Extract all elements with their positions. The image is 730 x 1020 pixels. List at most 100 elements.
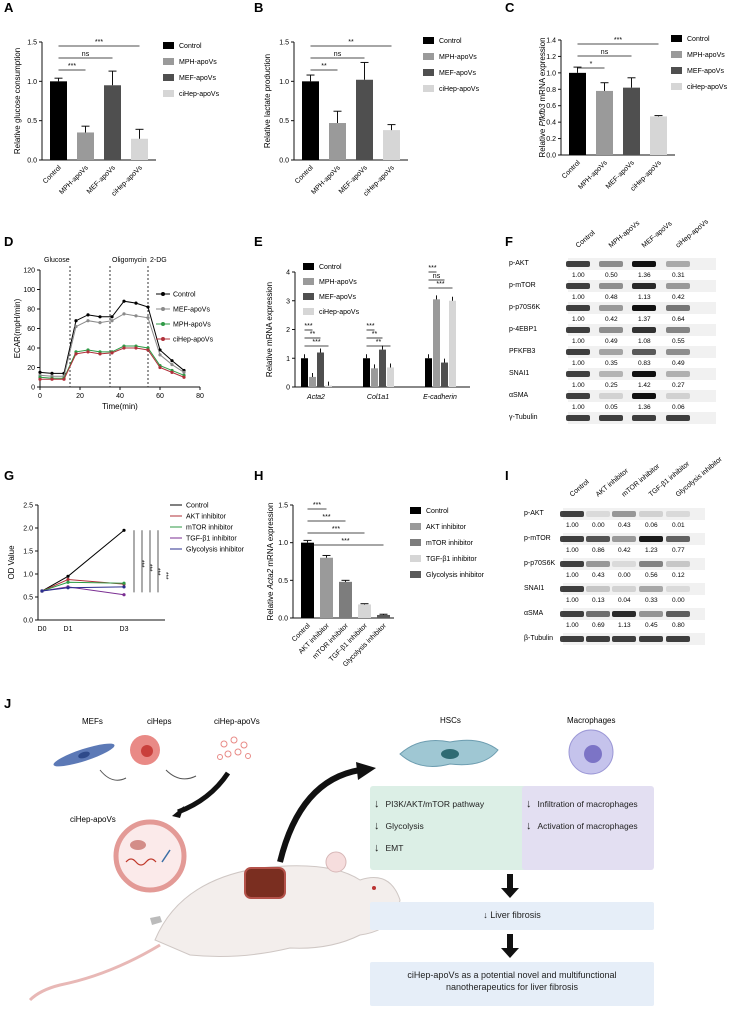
significance-label: ns: [601, 49, 609, 56]
down-arrow-icon: ↓: [483, 910, 491, 920]
data-point: [62, 377, 66, 381]
blot-band: [632, 261, 656, 267]
mac-item-text: Activation of macrophages: [537, 821, 638, 831]
band-quantification: 0.06: [672, 404, 685, 411]
legend-swatch: [303, 278, 314, 285]
legend-label: MPH-apoVs: [179, 59, 217, 66]
x-tick-label: Control: [561, 159, 582, 180]
y-tick-label: 0.2: [546, 136, 556, 143]
y-tick-label: 1.0: [278, 540, 288, 547]
blot-band: [566, 393, 590, 399]
panel-a-chart: Relative glucose consumption 0.0 0.5 1.0 1.5…: [13, 39, 220, 198]
blot-band: [586, 561, 610, 567]
blot-band: [639, 636, 663, 642]
x-tick-label: 80: [196, 393, 204, 400]
panel-label-a: A: [4, 0, 14, 15]
bar: [301, 358, 308, 387]
band-quantification: 0.42: [605, 316, 618, 323]
y-tick-label: 2.5: [23, 503, 33, 510]
significance-label: ns: [82, 51, 90, 58]
blot-band: [632, 393, 656, 399]
bar: [650, 116, 667, 155]
lane-label: Control: [575, 229, 597, 249]
blot-band: [666, 349, 690, 355]
lane-label: Control: [569, 478, 591, 498]
data-point: [86, 319, 90, 323]
significance-label: ns: [334, 51, 342, 58]
blot-band: [560, 561, 584, 567]
macrophage-cell-icon: [568, 729, 614, 775]
blot-band: [612, 636, 636, 642]
data-point: [66, 580, 70, 584]
band-quantification: 0.64: [672, 316, 685, 323]
band-quantification: 1.42: [638, 382, 651, 389]
y-tick-label: 100: [23, 287, 35, 294]
blot-band: [586, 536, 610, 542]
data-point: [170, 370, 174, 374]
down-arrow-icon: ↓: [526, 820, 532, 832]
legend-label: MEF-apoVs: [173, 307, 210, 314]
y-tick-label: 0: [31, 385, 35, 392]
blot-band: [666, 561, 690, 567]
data-point: [122, 312, 126, 316]
significance-label: ***: [68, 63, 76, 70]
label-ciheps: ciHeps: [147, 717, 171, 726]
legend-label: MPH-apoVs: [173, 322, 211, 329]
y-axis-title: Relative lactate production: [263, 54, 272, 148]
band-quantification: 1.00: [566, 572, 579, 579]
significance-label: ***: [146, 564, 153, 572]
legend-label: Control: [186, 503, 209, 510]
data-point: [134, 346, 138, 350]
blot-band: [666, 371, 690, 377]
data-point: [122, 585, 126, 589]
significance-label: ***: [436, 281, 444, 288]
panel-b-chart: Relative lactate production 0.0 0.5 1.0 1.5 C…: [263, 37, 480, 198]
bar: [325, 385, 332, 387]
y-tick-label: 1.0: [27, 79, 37, 86]
y-tick-label: 3: [286, 298, 290, 305]
bar: [358, 604, 371, 618]
y-tick-label: 1.5: [279, 40, 289, 47]
data-point: [146, 305, 150, 309]
blot-row-label: p-p70S6K: [524, 560, 555, 567]
data-point: [134, 314, 138, 318]
label-cihep-apovs-zoom: ciHep-apoVs: [70, 815, 116, 824]
legend-label: ciHep-apoVs: [173, 337, 214, 344]
data-point: [110, 315, 114, 319]
legend-label: Control: [687, 36, 710, 43]
blot-band: [566, 305, 590, 311]
blot-row-label: p-AKT: [524, 510, 545, 517]
blot-band: [560, 611, 584, 617]
legend-marker: [161, 337, 165, 341]
down-arrow-icon: ↓: [374, 842, 380, 854]
data-point: [170, 362, 174, 367]
y-tick-label: 0.0: [27, 158, 37, 165]
legend-label: Glycolysis inhibitor: [426, 572, 485, 579]
band-quantification: 1.36: [638, 404, 651, 411]
blot-band: [639, 611, 663, 617]
panel-label-d: D: [4, 234, 13, 249]
label-macrophages: Macrophages: [567, 716, 615, 725]
band-quantification: 0.49: [605, 338, 618, 345]
y-tick-label: 1.5: [23, 549, 33, 556]
legend-swatch: [163, 74, 174, 81]
data-point: [170, 359, 174, 363]
legend-label: ciHep-apoVs: [319, 309, 360, 316]
bar: [596, 90, 613, 155]
blot-band: [599, 415, 623, 421]
blot-band: [666, 511, 690, 517]
legend-label: Control: [439, 38, 462, 45]
significance-label: ***: [322, 514, 330, 521]
y-axis-title: Relative Acta2 mRNA expression: [266, 503, 275, 621]
legend-label: MPH-apoVs: [687, 52, 725, 59]
band-quantification: 0.35: [605, 360, 618, 367]
y-tick-label: 1: [286, 356, 290, 363]
legend-marker: [161, 292, 165, 296]
band-quantification: 1.37: [638, 316, 651, 323]
blot-band: [586, 586, 610, 592]
y-tick-label: 0.0: [279, 158, 289, 165]
blot-band: [632, 415, 656, 421]
bar: [339, 581, 352, 618]
